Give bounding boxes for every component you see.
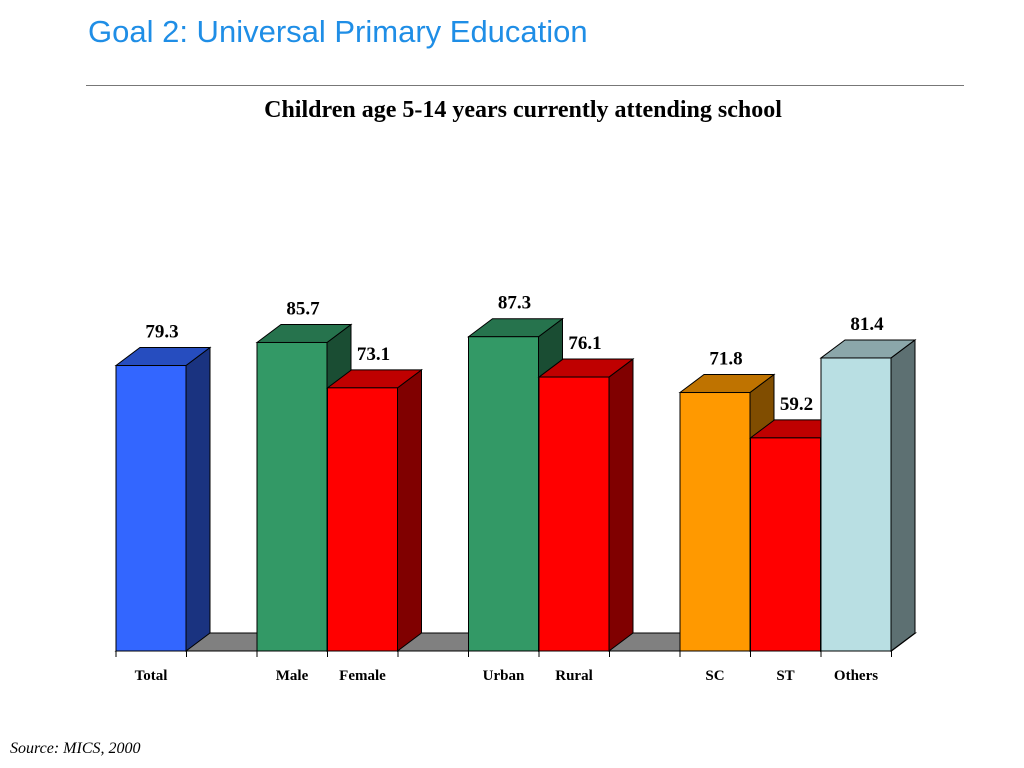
bar-others xyxy=(820,357,892,652)
bar-urban xyxy=(468,336,539,652)
data-label-female: 73.1 xyxy=(357,344,390,365)
bar-male xyxy=(256,341,328,652)
bar-sc xyxy=(679,392,751,652)
data-label-st: 59.2 xyxy=(780,394,813,415)
data-label-urban: 87.3 xyxy=(498,293,531,314)
source-note: Source: MICS, 2000 xyxy=(10,740,141,757)
data-label-sc: 71.8 xyxy=(709,349,742,370)
bar-total-side xyxy=(185,346,211,652)
x-tick-label-total: Total xyxy=(135,668,168,684)
data-label-rural: 76.1 xyxy=(568,333,601,354)
slide-title: Goal 2: Universal Primary Education xyxy=(88,14,588,49)
bar-female xyxy=(327,387,398,652)
chart-title: Children age 5-14 years currently attend… xyxy=(264,97,782,123)
x-tick-label-sc: SC xyxy=(705,668,724,684)
title-divider xyxy=(86,85,964,86)
data-label-total: 79.3 xyxy=(145,322,178,343)
x-tick-label-rural: Rural xyxy=(555,668,593,684)
x-tick-label-male: Male xyxy=(276,668,309,684)
bar-female-side xyxy=(397,368,422,652)
data-label-others: 81.4 xyxy=(850,314,884,335)
x-tick-label-others: Others xyxy=(834,668,878,684)
x-tick-label-st: ST xyxy=(776,668,794,684)
data-label-male: 85.7 xyxy=(286,298,320,319)
bar-total xyxy=(115,365,187,652)
x-tick-label-female: Female xyxy=(339,668,386,684)
bar-rural xyxy=(538,376,610,652)
bar-st xyxy=(750,437,821,652)
bar-others-side xyxy=(890,338,916,652)
bar-rural-side xyxy=(608,358,634,652)
x-tick-label-urban: Urban xyxy=(483,668,525,684)
